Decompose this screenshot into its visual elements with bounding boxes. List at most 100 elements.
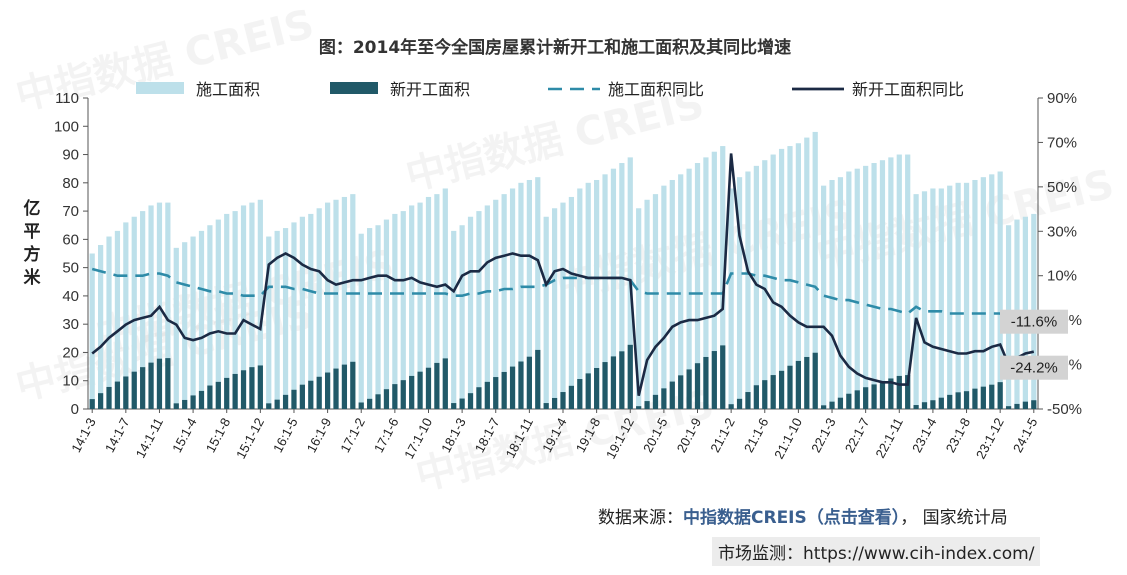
construction-bar bbox=[543, 216, 549, 409]
construction-bar bbox=[720, 146, 726, 409]
new-starts-bar bbox=[879, 381, 886, 409]
construction-bar bbox=[509, 188, 516, 409]
new-starts-bar bbox=[358, 402, 364, 409]
x-tick-label: 17:1-2 bbox=[337, 415, 368, 455]
construction-bar bbox=[997, 171, 1003, 409]
construction-bar bbox=[148, 205, 154, 409]
x-tick-label: 22:1-11 bbox=[872, 415, 905, 460]
x-tick-label: 17:1-6 bbox=[371, 415, 402, 455]
new-starts-bar bbox=[736, 398, 743, 409]
y-axis-label-char: 方 bbox=[24, 244, 41, 265]
new-starts-bar bbox=[224, 377, 230, 409]
construction-bar bbox=[308, 213, 314, 409]
new-starts-bar bbox=[308, 380, 314, 409]
construction-bar bbox=[400, 211, 406, 409]
new-starts-bar bbox=[745, 392, 751, 409]
source-prefix: 数据来源： bbox=[598, 508, 683, 528]
construction-bar bbox=[266, 236, 272, 409]
construction-bar bbox=[182, 242, 188, 409]
new-starts-bar bbox=[476, 387, 482, 409]
new-starts-bar bbox=[215, 381, 221, 409]
x-tick-label: 15:1-12 bbox=[233, 415, 267, 461]
market-monitor-link[interactable]: 市场监测：https://www.cih-index.com/ bbox=[712, 537, 1041, 566]
construction-bar bbox=[358, 233, 364, 409]
x-tick-label: 23:1-12 bbox=[973, 415, 1007, 461]
x-tick-label: 24:1-5 bbox=[1010, 415, 1041, 455]
new-starts-bar bbox=[804, 356, 810, 409]
construction-bar bbox=[140, 211, 146, 409]
construction-bar bbox=[425, 196, 432, 409]
construction-bar bbox=[686, 168, 692, 409]
new-starts-bar bbox=[190, 395, 196, 409]
new-starts-bar bbox=[560, 392, 566, 409]
new-starts-bar bbox=[577, 379, 583, 409]
new-starts-bar bbox=[451, 403, 457, 409]
construction-bar bbox=[316, 208, 322, 409]
construction-bar bbox=[526, 179, 532, 409]
construction-bar bbox=[577, 188, 583, 409]
left-tick-label: 80 bbox=[62, 175, 79, 192]
construction-bar bbox=[770, 154, 776, 409]
callout-box bbox=[1000, 309, 1068, 334]
construction-bar bbox=[493, 199, 499, 409]
legend-label: 新开工面积 bbox=[390, 80, 470, 99]
new-starts-bar bbox=[493, 377, 499, 409]
y-axis-label-char: 米 bbox=[24, 267, 42, 288]
construction-bar bbox=[778, 148, 785, 409]
x-tick-label: 15:1-8 bbox=[203, 415, 234, 455]
construction-bar bbox=[350, 194, 356, 409]
construction-bar bbox=[434, 194, 440, 409]
new-starts-bars bbox=[89, 344, 1037, 409]
left-tick-label: 60 bbox=[62, 231, 79, 248]
construction-bar bbox=[224, 213, 230, 409]
new-starts-bar bbox=[173, 403, 179, 409]
new-starts-bar bbox=[930, 400, 936, 409]
new-starts-bar bbox=[652, 394, 659, 409]
left-tick-label: 0 bbox=[71, 401, 79, 418]
construction-bar bbox=[459, 225, 465, 409]
new-starts-bar bbox=[778, 370, 785, 409]
new-starts-bar bbox=[543, 403, 549, 409]
construction-bar bbox=[787, 146, 793, 409]
x-tick-label: 22:1-7 bbox=[842, 415, 873, 455]
new-starts-bar bbox=[837, 397, 844, 409]
new-starts-bar bbox=[98, 393, 104, 409]
new-starts-bar bbox=[711, 351, 717, 409]
new-starts-bar bbox=[123, 376, 129, 409]
construction-bar bbox=[636, 208, 642, 409]
source-brand-link[interactable]: 中指数据CREIS（点击查看） bbox=[683, 508, 901, 528]
construction-bar bbox=[938, 188, 944, 409]
new-starts-bar bbox=[509, 366, 516, 409]
right-tick-label: 70% bbox=[1047, 134, 1077, 151]
new-starts-bar bbox=[636, 406, 642, 409]
construction-bar bbox=[249, 202, 255, 409]
construction-yoy-line bbox=[91, 267, 1034, 325]
construction-bar bbox=[921, 191, 928, 409]
x-tick-label: 14:1-7 bbox=[102, 415, 133, 455]
new-starts-bar bbox=[240, 370, 247, 409]
new-starts-bar bbox=[526, 356, 532, 409]
construction-bar bbox=[551, 208, 558, 409]
construction-bar bbox=[619, 163, 625, 409]
new-starts-bar bbox=[367, 398, 373, 409]
x-tick-label: 22:1-3 bbox=[808, 415, 839, 455]
construction-bar bbox=[131, 216, 137, 409]
new-starts-bar bbox=[568, 385, 575, 409]
new-starts-bar bbox=[198, 390, 205, 409]
legend-label: 施工面积同比 bbox=[608, 80, 704, 99]
new-starts-bar bbox=[787, 365, 793, 409]
x-tick-label: 15:1-4 bbox=[169, 415, 200, 455]
new-starts-bar bbox=[854, 390, 860, 409]
construction-bar bbox=[484, 205, 490, 409]
new-starts-bar bbox=[770, 375, 776, 409]
callout-label: -24.2% bbox=[1010, 360, 1058, 377]
new-starts-bar bbox=[266, 403, 272, 409]
new-starts-bar bbox=[89, 399, 95, 409]
construction-bar bbox=[888, 157, 894, 409]
left-tick-label: 110 bbox=[55, 90, 79, 107]
construction-bar bbox=[467, 216, 474, 409]
new-starts-bar bbox=[997, 382, 1003, 409]
new-starts-bar bbox=[972, 388, 978, 409]
new-starts-bar bbox=[341, 364, 348, 409]
